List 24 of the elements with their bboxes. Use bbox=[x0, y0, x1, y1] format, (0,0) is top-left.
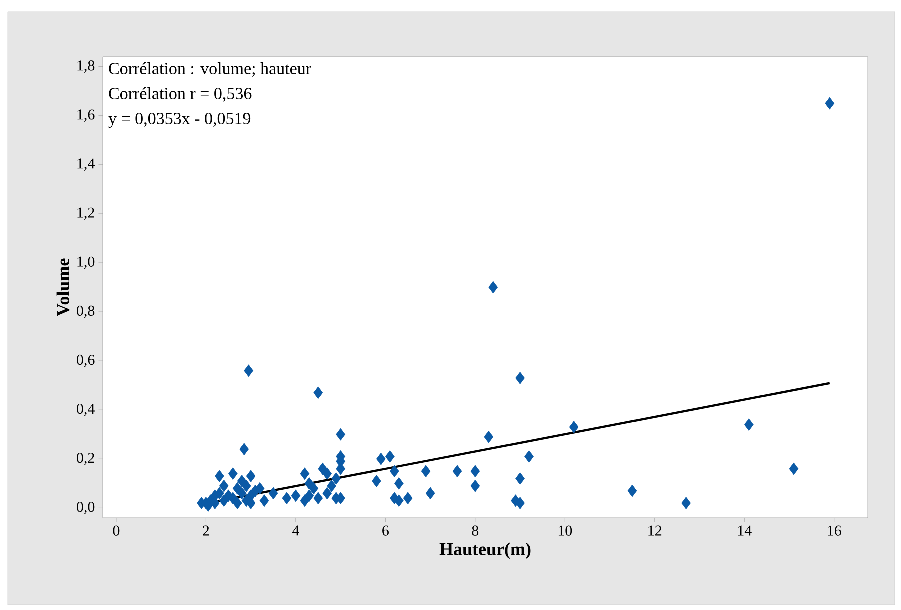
y-tick-label: 0,4 bbox=[77, 404, 95, 416]
annotation: Corrélation r = 0,536 bbox=[109, 88, 252, 102]
y-tick-label: 0,0 bbox=[77, 502, 95, 514]
x-tick-label: 14 bbox=[738, 526, 752, 536]
y-axis-title: Volume bbox=[56, 258, 70, 316]
y-tick-label: 1,6 bbox=[78, 110, 95, 122]
x-tick-label: 10 bbox=[558, 526, 572, 536]
x-tick-label: 4 bbox=[292, 526, 300, 536]
x-tick-label: 12 bbox=[648, 526, 662, 536]
y-tick-label: 0,2 bbox=[77, 453, 94, 466]
x-axis-title: Hauteur(m) bbox=[440, 542, 531, 560]
annotation: Corrélation : volume; hauteur bbox=[109, 62, 312, 77]
x-tick-label: 6 bbox=[382, 526, 389, 536]
y-tick-label: 0,6 bbox=[77, 354, 95, 368]
y-tick-label: 1,4 bbox=[78, 158, 95, 171]
annotation: y = 0,0353x - 0,0519 bbox=[108, 113, 251, 128]
y-tick-label: 1,8 bbox=[78, 60, 95, 73]
x-tick-label: 2 bbox=[203, 526, 210, 536]
x-tick-label: 0 bbox=[113, 526, 120, 536]
y-tick-label: 0,8 bbox=[77, 306, 95, 318]
y-tick-label: 1,2 bbox=[78, 208, 94, 220]
x-tick-label: 8 bbox=[472, 526, 479, 536]
x-tick-label: 16 bbox=[828, 526, 842, 536]
y-tick-label: 1,0 bbox=[78, 256, 95, 270]
